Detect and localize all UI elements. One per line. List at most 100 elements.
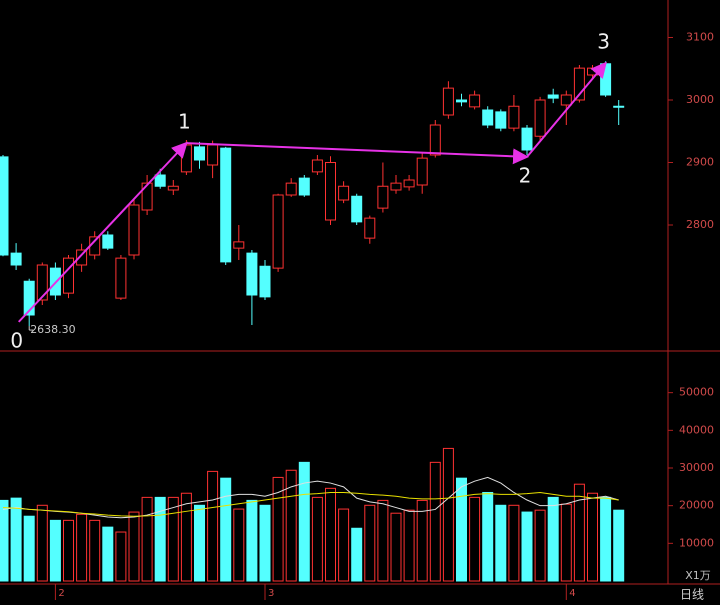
volume-bar xyxy=(600,496,612,582)
candle-body xyxy=(298,177,310,196)
volume-bar xyxy=(429,461,441,582)
candle-body xyxy=(377,185,389,209)
volume-bar xyxy=(285,469,297,582)
candle-body xyxy=(0,156,9,256)
candle-body xyxy=(207,144,219,166)
candle-body xyxy=(469,94,481,108)
candle-body xyxy=(403,179,415,188)
candle-body xyxy=(36,264,48,301)
wave-arrow xyxy=(186,142,529,165)
candle-body xyxy=(154,174,166,187)
candle-body xyxy=(508,105,520,129)
y2-tick-label: 40000 xyxy=(679,423,714,436)
volume-bar xyxy=(115,531,127,582)
candle-body xyxy=(325,162,336,221)
candle-body xyxy=(456,99,467,103)
candle-body xyxy=(613,105,625,108)
volume-bar xyxy=(167,496,179,582)
volume-bar xyxy=(547,496,559,582)
y-tick-label: 2900 xyxy=(686,156,714,169)
y-tick-label: 2800 xyxy=(686,218,714,231)
candle-body xyxy=(167,185,179,191)
volume-bar xyxy=(573,483,585,582)
volume-bar xyxy=(49,519,61,582)
candle-body xyxy=(311,159,323,173)
wave-arrow xyxy=(526,61,607,158)
volume-bar xyxy=(23,515,35,582)
volume-bar xyxy=(338,508,350,582)
candle-body xyxy=(128,204,140,256)
y-tick-label: 3100 xyxy=(686,31,714,44)
period-label: 日线 xyxy=(680,588,704,602)
candle-body xyxy=(272,194,284,269)
y-tick-label: 3000 xyxy=(686,93,714,106)
wave-arrow xyxy=(17,141,188,323)
candle-body xyxy=(534,99,546,137)
candle-body xyxy=(495,111,507,129)
x-tick-label: 2 xyxy=(58,588,64,599)
candle-body xyxy=(180,144,192,173)
candle-body xyxy=(429,124,441,156)
volume-unit: X1万 xyxy=(685,569,711,582)
volume-bar xyxy=(508,504,520,582)
wave-label: 2 xyxy=(519,163,532,187)
volume-bar xyxy=(89,519,101,582)
volume-bar xyxy=(76,513,88,582)
candle-body xyxy=(194,146,205,161)
wave-label: 0 xyxy=(10,328,23,352)
volume-bar xyxy=(220,477,232,582)
candle-body xyxy=(442,87,454,116)
candle-body xyxy=(482,109,494,126)
candle-body xyxy=(547,94,559,99)
volume-bar xyxy=(207,470,219,582)
volume-bar xyxy=(442,447,454,582)
candle-body xyxy=(390,182,402,191)
wave-label: 1 xyxy=(178,110,191,134)
candle-body xyxy=(141,182,153,211)
volume-bar xyxy=(521,511,533,582)
candle-body xyxy=(521,127,533,151)
y2-tick-label: 10000 xyxy=(679,536,714,549)
x-tick-label: 4 xyxy=(569,588,575,599)
candle-body xyxy=(220,147,232,263)
volume-bar xyxy=(364,504,376,582)
candle-body xyxy=(560,94,572,106)
volume-bar xyxy=(351,527,363,582)
candle-body xyxy=(285,182,297,196)
candle-body xyxy=(259,265,271,298)
candle-body xyxy=(10,252,22,266)
volume-bar xyxy=(587,492,598,582)
candle-body xyxy=(364,217,376,239)
volume-bar xyxy=(0,499,9,582)
volume-bar xyxy=(495,504,507,582)
volume-bar xyxy=(534,509,546,582)
volume-bar xyxy=(469,496,481,582)
volume-bar xyxy=(180,492,192,582)
wave-label: 3 xyxy=(597,30,610,54)
volume-bar xyxy=(36,504,48,582)
candle-body xyxy=(233,241,245,249)
volume-bar xyxy=(613,509,625,582)
volume-bar xyxy=(154,496,166,582)
volume-bar xyxy=(390,512,402,582)
volume-bar xyxy=(298,461,310,582)
candle-body xyxy=(338,185,350,201)
volume-bar xyxy=(272,476,284,582)
candle-body xyxy=(115,257,127,299)
y2-tick-label: 50000 xyxy=(679,386,714,399)
volume-bar xyxy=(141,496,153,582)
candle-body xyxy=(76,249,88,266)
volume-bar xyxy=(259,504,271,582)
candle-body xyxy=(416,157,428,186)
candle-body xyxy=(102,234,114,249)
volume-bar xyxy=(246,499,258,582)
volume-bar xyxy=(377,499,389,582)
volume-bar xyxy=(128,511,140,582)
volume-bar xyxy=(10,497,22,582)
volume-bar xyxy=(311,496,323,582)
volume-ma-line xyxy=(2,491,619,517)
volume-bar xyxy=(194,504,205,582)
candle-body xyxy=(246,252,258,296)
